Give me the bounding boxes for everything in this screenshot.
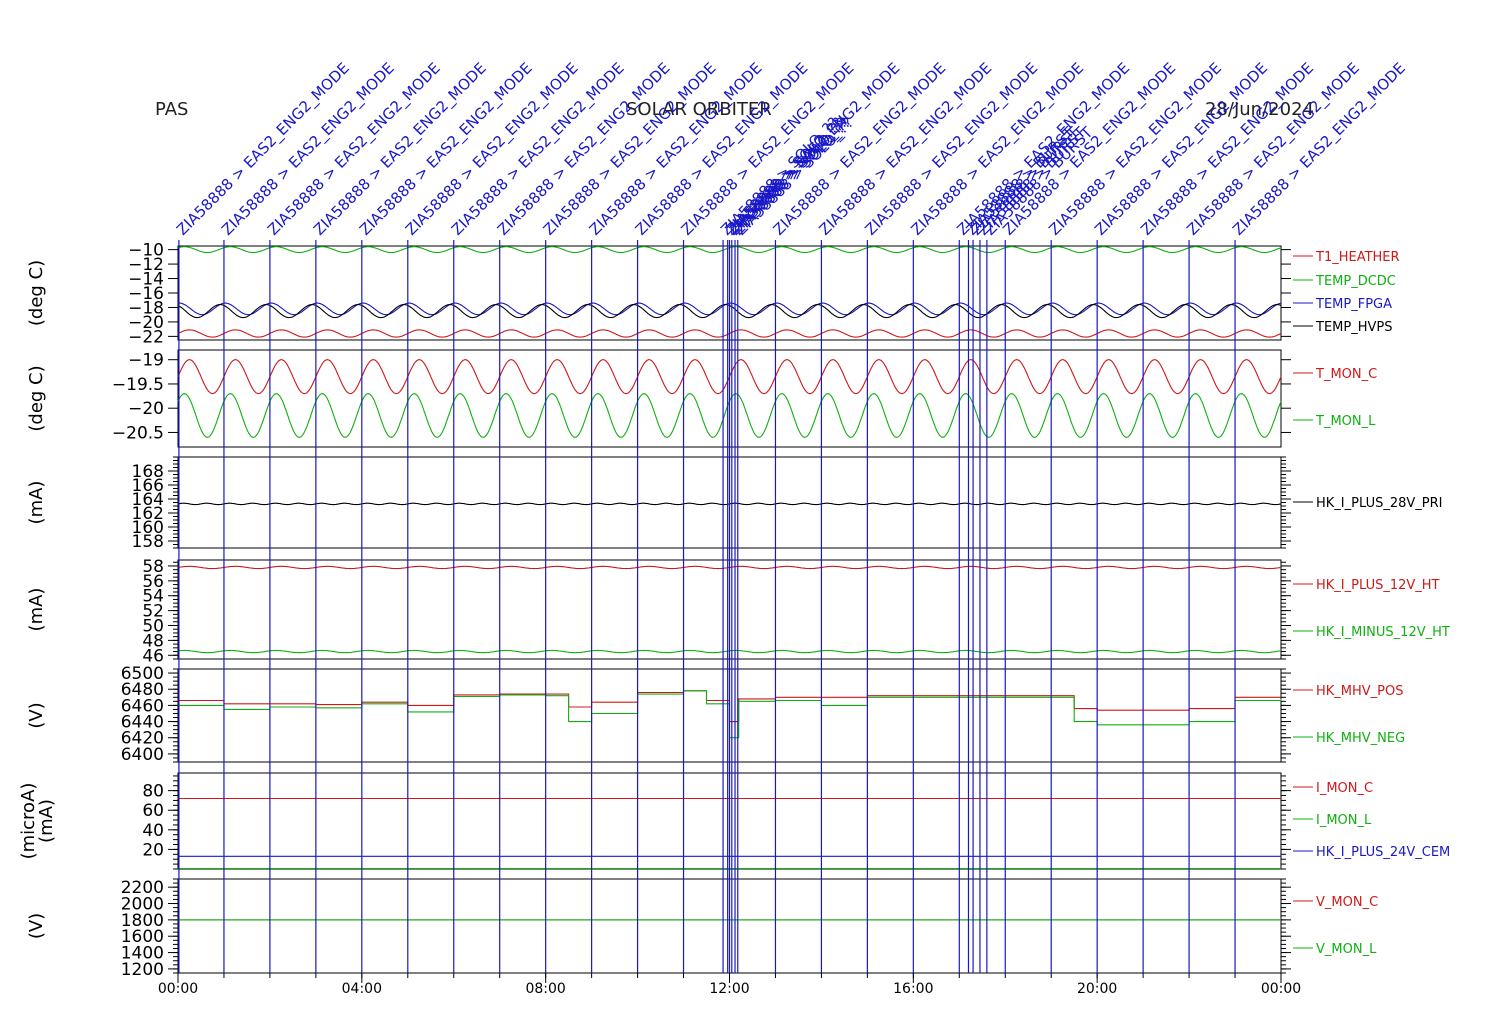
legend-label: V_MON_L bbox=[1316, 942, 1377, 957]
legend-label: TEMP_DCDC bbox=[1315, 274, 1396, 289]
y-axis-label: (deg C) bbox=[26, 365, 47, 431]
x-tick-label: 16:00 bbox=[893, 981, 933, 997]
x-tick-label: 08:00 bbox=[525, 981, 565, 997]
legend-label: HK_I_PLUS_24V_CEM bbox=[1316, 845, 1450, 860]
y-tick-label: 164 bbox=[132, 490, 164, 510]
y-tick-label: −20 bbox=[128, 313, 164, 333]
legend-label: I_MON_C bbox=[1316, 781, 1373, 796]
y-tick-label: 40 bbox=[142, 821, 164, 841]
legend-label: T_MON_L bbox=[1315, 414, 1376, 429]
y-axis-label-secondary: (mA) bbox=[36, 799, 57, 843]
y-tick-label: −16 bbox=[128, 284, 164, 304]
x-tick-label: 04:00 bbox=[342, 981, 382, 997]
y-tick-label: 168 bbox=[132, 462, 164, 482]
y-tick-label: −22 bbox=[128, 327, 164, 347]
x-tick-label: 20:00 bbox=[1077, 981, 1117, 997]
y-tick-label: −10 bbox=[128, 241, 164, 261]
y-tick-label: 6420 bbox=[121, 729, 164, 749]
y-axis-label: (V) bbox=[26, 702, 47, 728]
legend-label: HK_I_PLUS_12V_HT bbox=[1316, 578, 1440, 593]
y-tick-label: 166 bbox=[132, 476, 164, 496]
y-axis-label: (mA) bbox=[26, 481, 47, 525]
y-tick-label: 6500 bbox=[121, 664, 164, 684]
y-tick-label: −20 bbox=[128, 399, 164, 419]
series-line-hk_mhv_neg bbox=[178, 690, 1282, 739]
y-tick-label: 1600 bbox=[121, 927, 164, 947]
y-tick-label: 1200 bbox=[121, 960, 164, 980]
legend-label: HK_I_MINUS_12V_HT bbox=[1316, 625, 1450, 640]
y-tick-label: 56 bbox=[142, 572, 164, 592]
y-tick-label: 1800 bbox=[121, 911, 164, 931]
y-tick-label: 20 bbox=[142, 840, 164, 860]
header-date: 28/Jun/2024 bbox=[1205, 99, 1314, 120]
y-axis-label: (mA) bbox=[26, 588, 47, 632]
y-tick-label: 158 bbox=[132, 532, 164, 552]
y-tick-label: 80 bbox=[142, 782, 164, 802]
y-tick-label: 46 bbox=[142, 646, 164, 666]
y-tick-label: 6400 bbox=[121, 745, 164, 765]
legend-label: I_MON_L bbox=[1316, 813, 1372, 828]
y-tick-label: 48 bbox=[142, 631, 164, 651]
y-tick-label: 50 bbox=[142, 617, 164, 637]
legend-label: HK_MHV_POS bbox=[1316, 684, 1404, 699]
y-tick-label: 2200 bbox=[121, 878, 164, 898]
legend-label: V_MON_C bbox=[1316, 895, 1378, 910]
y-tick-label: 1400 bbox=[121, 944, 164, 964]
y-tick-label: −14 bbox=[128, 270, 164, 290]
y-tick-label: 6440 bbox=[121, 713, 164, 733]
x-tick-label: 00:00 bbox=[158, 981, 198, 997]
legend-label: TEMP_FPGA bbox=[1315, 297, 1392, 312]
y-tick-label: −20.5 bbox=[112, 423, 164, 443]
y-tick-label: 6480 bbox=[121, 680, 164, 700]
legend-label: HK_MHV_NEG bbox=[1316, 731, 1405, 746]
y-tick-label: 52 bbox=[142, 602, 164, 622]
y-tick-label: −19 bbox=[128, 351, 164, 371]
y-tick-label: 60 bbox=[142, 801, 164, 821]
y-tick-label: 54 bbox=[142, 587, 164, 607]
y-tick-label: 2000 bbox=[121, 895, 164, 915]
y-axis-label: (deg C) bbox=[26, 260, 47, 326]
y-tick-label: −12 bbox=[128, 255, 164, 275]
y-axis-label: (V) bbox=[26, 913, 47, 939]
legend-label: T1_HEATHER bbox=[1315, 250, 1400, 265]
x-tick-label: 12:00 bbox=[709, 981, 749, 997]
y-axis-label: (microA) bbox=[18, 783, 39, 860]
y-tick-label: −18 bbox=[128, 298, 164, 318]
header-instrument: PAS bbox=[155, 99, 189, 120]
legend-label: TEMP_HVPS bbox=[1315, 320, 1392, 335]
legend-label: HK_I_PLUS_28V_PRI bbox=[1316, 496, 1442, 511]
y-tick-label: 160 bbox=[132, 518, 164, 538]
legend-label: T_MON_C bbox=[1315, 367, 1377, 382]
x-tick-label: 00:00 bbox=[1261, 981, 1301, 997]
y-tick-label: 162 bbox=[132, 504, 164, 524]
y-tick-label: 6460 bbox=[121, 696, 164, 716]
y-tick-label: −19.5 bbox=[112, 375, 164, 395]
y-tick-label: 58 bbox=[142, 557, 164, 577]
header-mission: SOLAR ORBITER bbox=[626, 99, 772, 120]
